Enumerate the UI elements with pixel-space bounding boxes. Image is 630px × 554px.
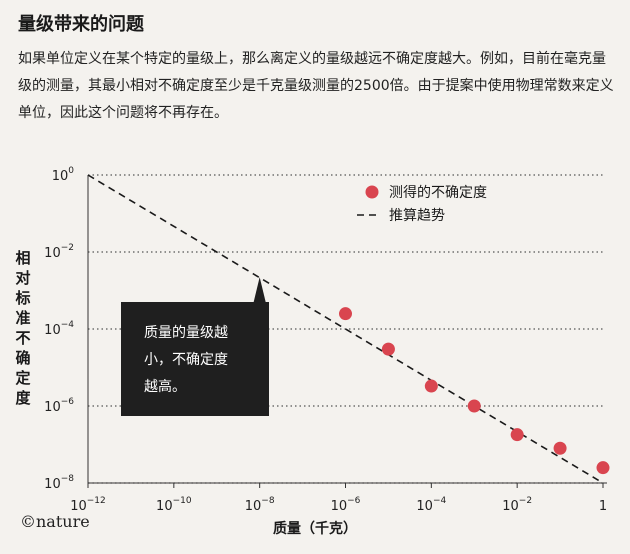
x-tick-label: 10−8 [245,496,275,514]
data-point [510,428,524,442]
x-tick-label: 1 [599,499,607,514]
x-tick-label: 10−10 [156,496,192,514]
chart-description: 如果单位定义在某个特定的量级上，那么离定义的量级越远不确定度越大。例如，目前在毫… [18,51,614,121]
data-point [339,307,352,321]
chart-plot: 100 10−2 10−4 10−6 10−8 10−12 10−10 10−8 10−6 10−… [44,166,610,514]
x-tick-label: 10−12 [70,496,106,514]
y-tick-label: 10−6 [44,397,74,415]
x-tick-label: 10−4 [416,496,446,514]
callout-pointer [253,277,266,302]
callout-text-line: 越高。 [144,378,186,395]
trend-layer [87,174,604,484]
source-credit: ©nature [20,512,90,531]
data-point [467,399,481,413]
legend-label-measured: 测得的不确定度 [389,184,487,201]
y-tick-label: 100 [52,166,75,184]
legend-label-trend: 推算趋势 [389,208,445,224]
chart-title: 量级带来的问题 [18,14,144,35]
callout-box [121,302,269,416]
points-layer [339,307,610,475]
y-tick-label: 10−4 [44,320,74,338]
y-tick-label: 10−2 [44,243,74,261]
legend-marker-measured [365,185,379,199]
y-axis-label: 相对标准不确定度 [15,249,31,407]
x-tick-label: 10−6 [331,496,361,514]
callout-text-line: 质量的量级越 [144,325,228,341]
data-point [424,379,438,393]
data-point [553,441,567,455]
x-axis-label: 质量（千克） [273,521,357,537]
x-tick-label: 10−2 [502,496,532,514]
axes: 100 10−2 10−4 10−6 10−8 10−12 10−10 10−8 10−6 10−… [44,166,607,514]
callout-text-line: 小，不确定度 [144,352,228,368]
data-point [596,461,610,475]
data-point [381,342,395,356]
y-tick-label: 10−8 [44,474,74,492]
trend-line [87,174,604,484]
